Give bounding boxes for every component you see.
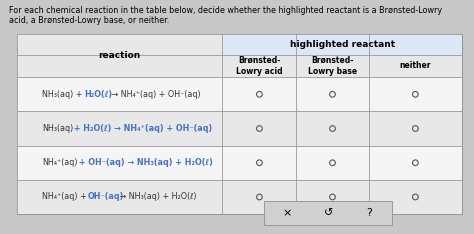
Bar (264, 201, 392, 225)
Text: OH⁻(aq): OH⁻(aq) (88, 193, 125, 201)
Text: → NH₄⁺(aq) + OH⁻(aq): → NH₄⁺(aq) + OH⁻(aq) (109, 90, 201, 99)
Text: For each chemical reaction in the table below, decide whether the highlighted re: For each chemical reaction in the table … (9, 6, 443, 15)
Text: Brønsted-
Lowry base: Brønsted- Lowry base (308, 56, 357, 76)
Bar (17, 180, 462, 214)
Text: Brønsted-
Lowry acid: Brønsted- Lowry acid (236, 56, 283, 76)
Text: NH₄⁺(aq): NH₄⁺(aq) (42, 158, 78, 167)
Bar (17, 34, 462, 214)
Bar (222, 34, 462, 55)
Text: neither: neither (400, 61, 431, 70)
Text: ?: ? (366, 208, 373, 218)
Text: ×: × (283, 208, 292, 218)
Text: acid, a Brønsted-Lowry base, or neither.: acid, a Brønsted-Lowry base, or neither. (9, 16, 170, 25)
Text: ↺: ↺ (324, 208, 333, 218)
Bar (17, 55, 462, 77)
Text: NH₃(aq): NH₃(aq) (42, 124, 73, 133)
Text: + OH⁻(aq) → NH₃(aq) + H₂O(ℓ): + OH⁻(aq) → NH₃(aq) + H₂O(ℓ) (75, 158, 212, 167)
Bar (17, 111, 462, 146)
Bar (17, 77, 462, 111)
Text: H₂O(ℓ): H₂O(ℓ) (84, 90, 112, 99)
Text: NH₄⁺(aq) +: NH₄⁺(aq) + (42, 193, 89, 201)
Text: NH₃(aq) +: NH₃(aq) + (42, 90, 85, 99)
Bar (17, 34, 222, 55)
Text: reaction: reaction (99, 51, 141, 60)
Bar (17, 146, 462, 180)
Text: → NH₃(aq) + H₂O(ℓ): → NH₃(aq) + H₂O(ℓ) (118, 193, 197, 201)
Text: highlighted reactant: highlighted reactant (290, 40, 395, 49)
Text: + H₂O(ℓ) → NH₄⁺(aq) + OH⁻(aq): + H₂O(ℓ) → NH₄⁺(aq) + OH⁻(aq) (72, 124, 213, 133)
